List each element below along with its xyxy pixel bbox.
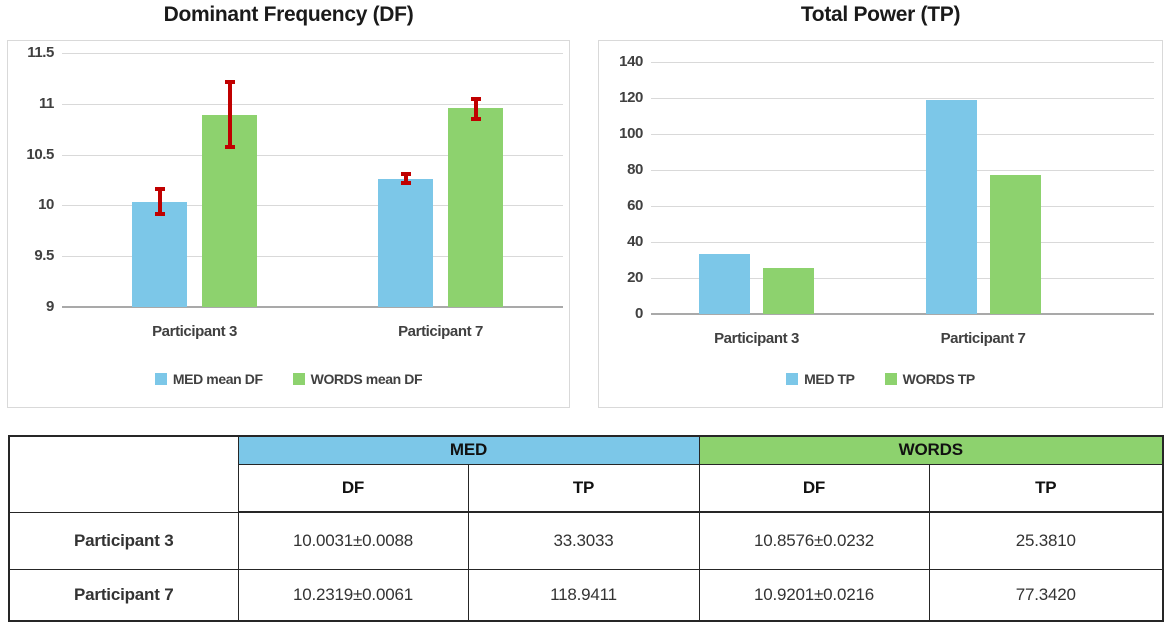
chart-title-total-power: Total Power (TP) (800, 3, 961, 26)
y-tick-40: 40 (627, 233, 643, 250)
gridline-9.5 (62, 256, 563, 258)
legend-swatch-icon (884, 373, 897, 385)
error-cap-med-mean-df-participant-3 (154, 211, 165, 216)
error-bar-words-mean-df-participant-3 (227, 82, 232, 148)
bar-med-tp-participant-7 (925, 99, 977, 314)
error-bar-med-mean-df-participant-7 (403, 173, 408, 184)
gridline-120 (651, 98, 1154, 99)
legend-swatch-icon (292, 373, 305, 385)
error-cap-words-mean-df-participant-7 (470, 96, 481, 101)
legend-label-words-mean-df: WORDS mean DF (310, 371, 423, 387)
y-tick-11.5: 11.5 (27, 44, 54, 61)
row-label-participant-7: Participant 7 (8, 568, 239, 622)
error-bar-words-mean-df-participant-7 (473, 98, 478, 120)
category-label-participant-3: Participant 3 (714, 330, 799, 347)
legend-item-words-tp: WORDS TP (884, 371, 976, 387)
cell-p3-med-df: 10.0031±0.0088 (237, 511, 469, 570)
gridline-140 (651, 62, 1154, 63)
cell-p3-med-tp: 33.3033 (467, 511, 700, 570)
y-tick-60: 60 (627, 197, 643, 214)
legend-swatch-icon (786, 373, 799, 385)
legend-label-med-tp: MED TP (804, 371, 855, 387)
y-tick-10.5: 10.5 (26, 145, 54, 163)
cell-p7-med-tp: 118.9411 (467, 568, 700, 622)
cell-p3-words-tp: 25.3810 (928, 511, 1164, 570)
gridline-11 (62, 103, 563, 105)
gridline-60 (651, 206, 1154, 207)
cell-p3-words-df: 10.8576±0.0232 (698, 511, 930, 570)
y-tick-100: 100 (619, 125, 643, 142)
y-tick-140: 140 (619, 53, 643, 70)
gridline-0 (651, 313, 1154, 315)
gridline-10.5 (62, 154, 563, 156)
gridline-80 (651, 170, 1154, 171)
cell-p7-words-df: 10.9201±0.0216 (698, 568, 930, 622)
category-label-participant-7: Participant 7 (398, 323, 483, 340)
bar-med-mean-df-participant-3 (132, 202, 187, 307)
gridline-9 (62, 306, 563, 308)
table-group-header-words: WORDS (698, 435, 1164, 465)
y-tick-11: 11 (38, 94, 54, 112)
table-corner-cell (8, 435, 239, 513)
y-tick-20: 20 (627, 269, 643, 286)
legend-label-med-mean-df: MED mean DF (172, 371, 263, 387)
error-cap-med-mean-df-participant-7 (400, 171, 411, 176)
row-label-participant-3: Participant 3 (8, 511, 239, 570)
chart-panel-dominant-frequency: 9 9.5 10 10.5 11 11.5 Participant 3 Participant… (7, 40, 570, 408)
bar-words-mean-df-participant-7 (448, 107, 503, 307)
legend-item-words-mean-df: WORDS mean DF (292, 371, 423, 387)
category-label-participant-3: Participant 3 (152, 323, 237, 340)
bar-med-mean-df-participant-7 (378, 178, 433, 307)
bar-words-tp-participant-7 (989, 174, 1041, 314)
table-group-header-med: MED (237, 435, 700, 465)
legend-item-med-tp: MED TP (786, 371, 855, 387)
legend-item-med-mean-df: MED mean DF (154, 371, 263, 387)
y-tick-80: 80 (627, 161, 643, 178)
cell-p7-med-df: 10.2319±0.0061 (237, 568, 469, 622)
error-bar-med-mean-df-participant-3 (157, 189, 162, 214)
error-cap-med-mean-df-participant-7 (400, 181, 411, 186)
error-cap-med-mean-df-participant-3 (154, 187, 165, 192)
legend-swatch-icon (154, 373, 167, 385)
chart-panel-total-power: 0 20 40 60 80 100 120 140 Participant 3 Participa… (598, 40, 1163, 408)
gridline-10 (62, 205, 563, 207)
chart-title-dominant-frequency: Dominant Frequency (DF) (163, 3, 414, 26)
error-cap-words-mean-df-participant-7 (470, 117, 481, 122)
y-tick-0: 0 (635, 305, 643, 322)
gridline-11.5 (62, 53, 563, 54)
table-row: Participant 7 10.2319±0.0061 118.9411 10… (8, 568, 1164, 622)
category-label-participant-7: Participant 7 (940, 330, 1026, 347)
legend: MED TP WORDS TP (599, 371, 1162, 387)
gridline-100 (651, 134, 1154, 135)
results-table: MED WORDS DF TP DF TP Participant 3 10.0… (8, 435, 1165, 622)
gridline-40 (651, 242, 1154, 243)
table-row: Participant 3 10.0031±0.0088 33.3033 10.… (8, 511, 1164, 570)
cell-p7-words-tp: 77.3420 (928, 568, 1164, 622)
y-tick-9: 9 (46, 298, 54, 315)
legend-label-words-tp: WORDS TP (902, 371, 976, 387)
table-subheader-med-tp: TP (467, 463, 700, 513)
legend: MED mean DF WORDS mean DF (8, 371, 569, 387)
y-tick-120: 120 (619, 89, 643, 106)
error-cap-words-mean-df-participant-3 (224, 80, 235, 85)
table-subheader-med-df: DF (237, 463, 469, 513)
table-subheader-words-tp: TP (928, 463, 1164, 513)
bar-words-tp-participant-3 (763, 268, 814, 314)
table-subheader-words-df: DF (698, 463, 930, 513)
y-tick-10: 10 (38, 196, 54, 214)
gridline-20 (651, 278, 1154, 279)
error-cap-words-mean-df-participant-3 (224, 145, 235, 150)
bar-med-tp-participant-3 (699, 254, 750, 314)
y-tick-9.5: 9.5 (34, 247, 54, 265)
